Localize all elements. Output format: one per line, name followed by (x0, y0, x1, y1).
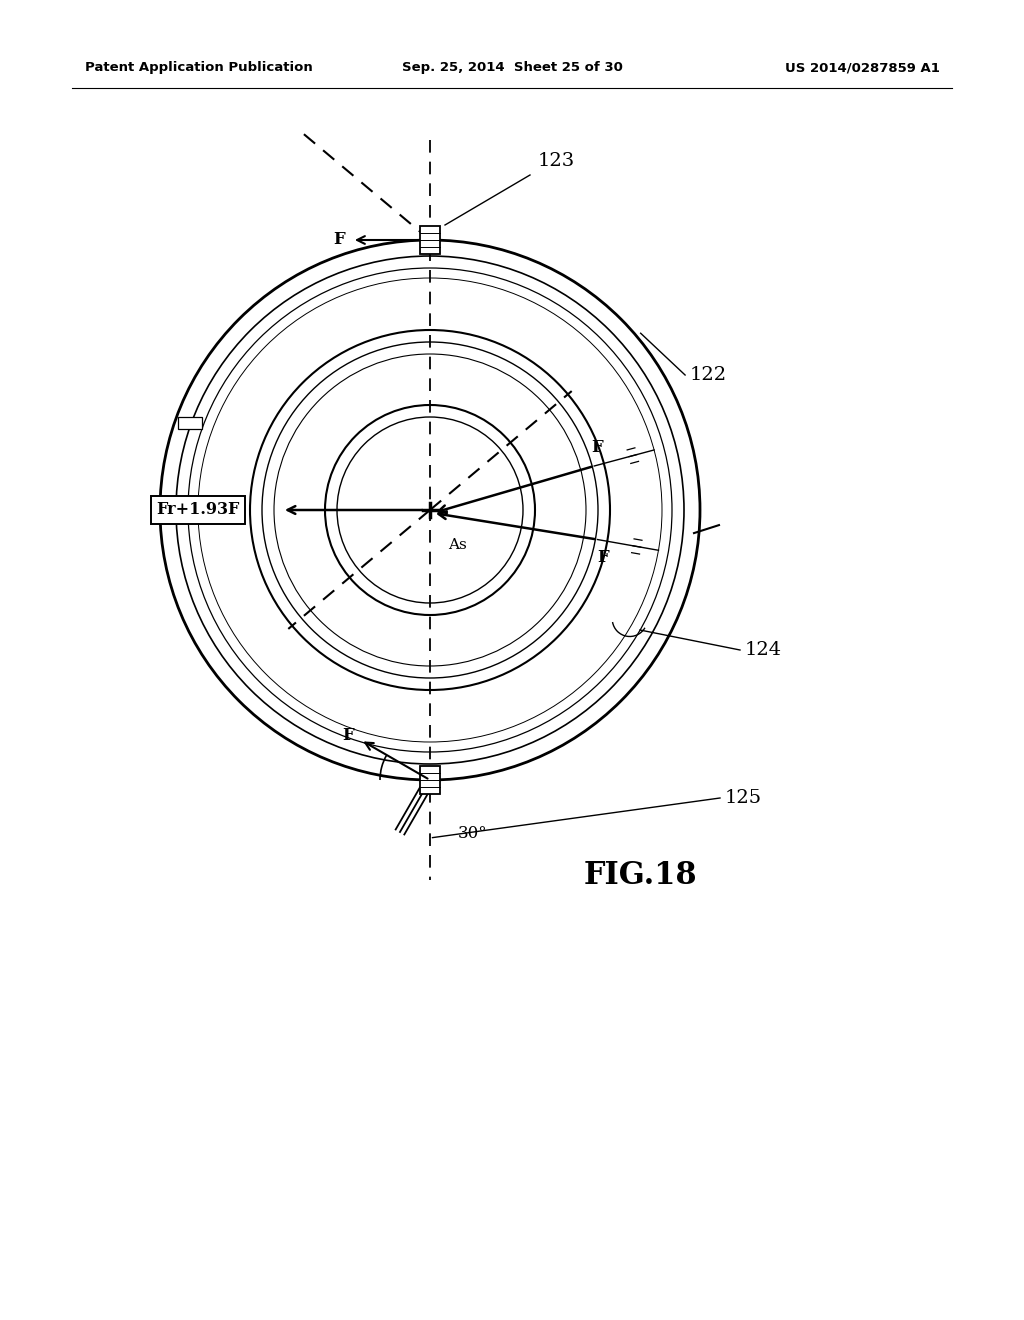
Text: 123: 123 (538, 152, 575, 170)
Text: Patent Application Publication: Patent Application Publication (85, 62, 312, 74)
Text: Fr+1.93F: Fr+1.93F (157, 502, 240, 519)
Text: 124: 124 (745, 642, 782, 659)
Text: F: F (333, 231, 345, 248)
Bar (420, 226, 440, 253)
Text: US 2014/0287859 A1: US 2014/0287859 A1 (785, 62, 940, 74)
Bar (178, 417, 203, 429)
Text: 122: 122 (690, 366, 727, 384)
Text: Sep. 25, 2014  Sheet 25 of 30: Sep. 25, 2014 Sheet 25 of 30 (401, 62, 623, 74)
Text: 125: 125 (725, 789, 762, 807)
Text: As: As (449, 539, 467, 552)
Text: F: F (598, 549, 609, 566)
Text: FIG.18: FIG.18 (584, 859, 696, 891)
Text: F: F (592, 438, 603, 455)
Text: 30°: 30° (458, 825, 487, 842)
Text: F: F (342, 727, 353, 744)
Bar (420, 766, 440, 795)
